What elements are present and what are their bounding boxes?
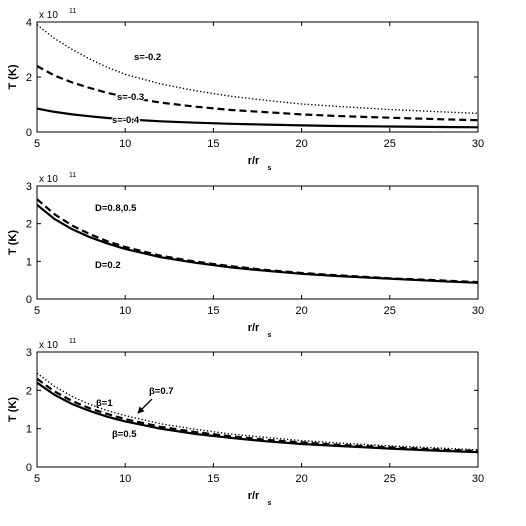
panel-2: 5 10 15 20 25 30 0 1 2 3 x 10 11 T (K) r/r s D=0.8,0.5 D… xyxy=(7,172,484,339)
x-axis-label: r/r xyxy=(248,490,260,502)
series-line-s=-0.2 xyxy=(36,24,479,114)
x-tick-label: 20 xyxy=(295,138,307,150)
panel-3: 5 10 15 20 25 30 0 1 2 3 x 10 11 T (K) r/r s β=1 β=0.7 β=… xyxy=(7,338,484,507)
y-tick-label: 0 xyxy=(26,294,32,306)
y-axis-label: T (K) xyxy=(7,397,19,422)
x-axis-label: r/r xyxy=(248,322,260,334)
x-axis-label-subscript: s xyxy=(268,165,272,172)
y-tick-label: 3 xyxy=(26,347,32,359)
x-tick-label: 10 xyxy=(119,138,131,150)
y-tick-label: 0 xyxy=(26,127,32,139)
y-tick-label: 1 xyxy=(26,256,32,268)
x-tick-label: 5 xyxy=(34,473,40,485)
y-exponent-power: 11 xyxy=(69,338,76,345)
y-axis-label: T (K) xyxy=(7,64,19,89)
series-line-D=0.2 xyxy=(36,203,479,284)
annotation-label: s=-0.3 xyxy=(117,92,144,103)
plot-area xyxy=(36,21,479,133)
x-tick-label: 30 xyxy=(472,473,484,485)
series-line-D=0.8,0.5 xyxy=(36,198,479,284)
x-tick-label: 20 xyxy=(295,473,307,485)
x-tick-label: 20 xyxy=(295,305,307,317)
panel-1: 5 10 15 20 25 30 0 2 4 x 10 11 T (K) r/r s s=-0.2 s=-0.… xyxy=(7,8,484,172)
x-axis-label-subscript: s xyxy=(268,500,272,507)
x-tick-label: 10 xyxy=(119,305,131,317)
x-tick-label: 5 xyxy=(34,305,40,317)
plot-area xyxy=(36,351,479,468)
x-tick-label: 25 xyxy=(384,138,396,150)
x-tick-label: 15 xyxy=(207,305,219,317)
x-tick-label: 25 xyxy=(384,305,396,317)
x-tick-label: 25 xyxy=(384,473,396,485)
y-exponent: x 10 xyxy=(39,174,58,185)
x-tick-label: 5 xyxy=(34,138,40,150)
y-tick-label: 4 xyxy=(26,17,32,29)
y-tick-label: 3 xyxy=(26,181,32,193)
annotation-label: s=-0.2 xyxy=(134,52,161,63)
annotation-label: D=0.2 xyxy=(95,260,121,271)
y-exponent: x 10 xyxy=(39,340,58,351)
x-tick-label: 15 xyxy=(207,473,219,485)
x-axis-label: r/r xyxy=(248,155,260,167)
series-line-β=0.7 xyxy=(36,377,479,452)
series-line-s=-0.4 xyxy=(36,107,479,129)
y-tick-label: 2 xyxy=(26,72,32,84)
annotation-label: β=0.7 xyxy=(149,386,174,397)
series-line-s=-0.3 xyxy=(36,65,479,122)
series-line-β=0.5 xyxy=(36,381,479,454)
y-exponent-power: 11 xyxy=(69,172,76,179)
annotation-label: β=1 xyxy=(96,398,113,409)
x-tick-label: 30 xyxy=(472,305,484,317)
y-tick-label: 2 xyxy=(26,219,32,231)
annotation-label: D=0.8,0.5 xyxy=(95,203,137,214)
x-axis-label-subscript: s xyxy=(268,332,272,339)
x-tick-label: 30 xyxy=(472,138,484,150)
y-exponent-power: 11 xyxy=(69,8,76,15)
y-tick-label: 2 xyxy=(26,385,32,397)
annotation-arrow xyxy=(137,398,153,414)
x-tick-label: 10 xyxy=(119,473,131,485)
y-tick-label: 0 xyxy=(26,462,32,474)
y-exponent: x 10 xyxy=(39,10,58,21)
plot-area xyxy=(36,185,479,300)
y-tick-label: 1 xyxy=(26,424,32,436)
annotation-label: β=0.5 xyxy=(112,429,137,440)
x-tick-label: 15 xyxy=(207,138,219,150)
y-axis-label: T (K) xyxy=(7,230,19,255)
annotation-label: s=-0.4 xyxy=(112,115,140,126)
